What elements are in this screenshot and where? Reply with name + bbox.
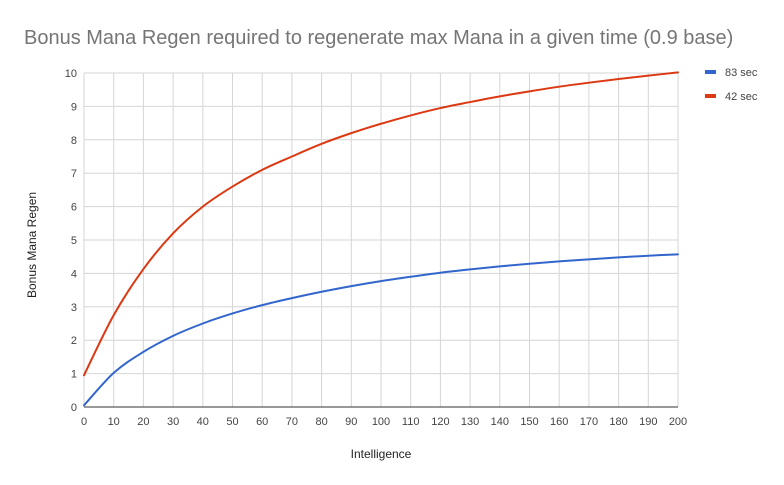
x-tick-label: 160 — [550, 416, 568, 428]
y-tick-label: 8 — [71, 135, 77, 147]
chart-title: Bonus Mana Regen required to regenerate … — [24, 27, 733, 49]
x-tick-label: 50 — [226, 416, 238, 428]
x-tick-label: 90 — [345, 416, 357, 428]
x-axis-ticks: 0 10 20 30 40 50 60 70 80 90 100 110 120 130 140 150 160… — [81, 416, 687, 428]
y-tick-label: 0 — [71, 402, 77, 414]
y-axis-label: Bonus Mana Regen — [25, 192, 39, 298]
x-tick-label: 80 — [315, 416, 327, 428]
x-tick-label: 150 — [520, 416, 538, 428]
y-tick-label: 4 — [71, 268, 77, 280]
x-tick-label: 190 — [639, 416, 657, 428]
x-tick-label: 120 — [431, 416, 449, 428]
x-tick-label: 110 — [402, 416, 420, 428]
legend-swatch — [705, 70, 716, 74]
legend: 83 sec 42 sec — [705, 67, 758, 103]
series-line-83-sec — [83, 253, 679, 407]
y-tick-label: 5 — [71, 235, 77, 247]
series-lines — [83, 71, 679, 407]
gridlines — [83, 72, 679, 407]
x-tick-label: 60 — [256, 416, 268, 428]
y-tick-label: 2 — [71, 335, 77, 347]
x-tick-label: 40 — [197, 416, 209, 428]
x-tick-label: 0 — [81, 416, 87, 428]
legend-swatch — [705, 94, 716, 98]
x-tick-label: 140 — [491, 416, 509, 428]
legend-label: 42 sec — [725, 91, 758, 103]
y-axis-ticks: 0 1 2 3 4 5 6 7 8 9 10 — [65, 68, 77, 414]
x-tick-label: 30 — [167, 416, 179, 428]
x-tick-label: 70 — [286, 416, 298, 428]
x-tick-label: 130 — [461, 416, 479, 428]
y-tick-label: 7 — [71, 168, 77, 180]
y-tick-label: 10 — [65, 68, 77, 80]
y-tick-label: 1 — [71, 369, 77, 381]
x-axis-label: Intelligence — [351, 447, 412, 461]
x-tick-label: 170 — [580, 416, 598, 428]
x-tick-label: 200 — [669, 416, 687, 428]
legend-label: 83 sec — [725, 67, 758, 79]
y-tick-label: 6 — [71, 202, 77, 214]
y-tick-label: 9 — [71, 101, 77, 113]
x-tick-label: 180 — [609, 416, 627, 428]
series-line-42-sec — [83, 71, 679, 377]
x-tick-label: 20 — [137, 416, 149, 428]
x-tick-label: 10 — [108, 416, 120, 428]
x-tick-label: 100 — [372, 416, 390, 428]
y-tick-label: 3 — [71, 302, 77, 314]
